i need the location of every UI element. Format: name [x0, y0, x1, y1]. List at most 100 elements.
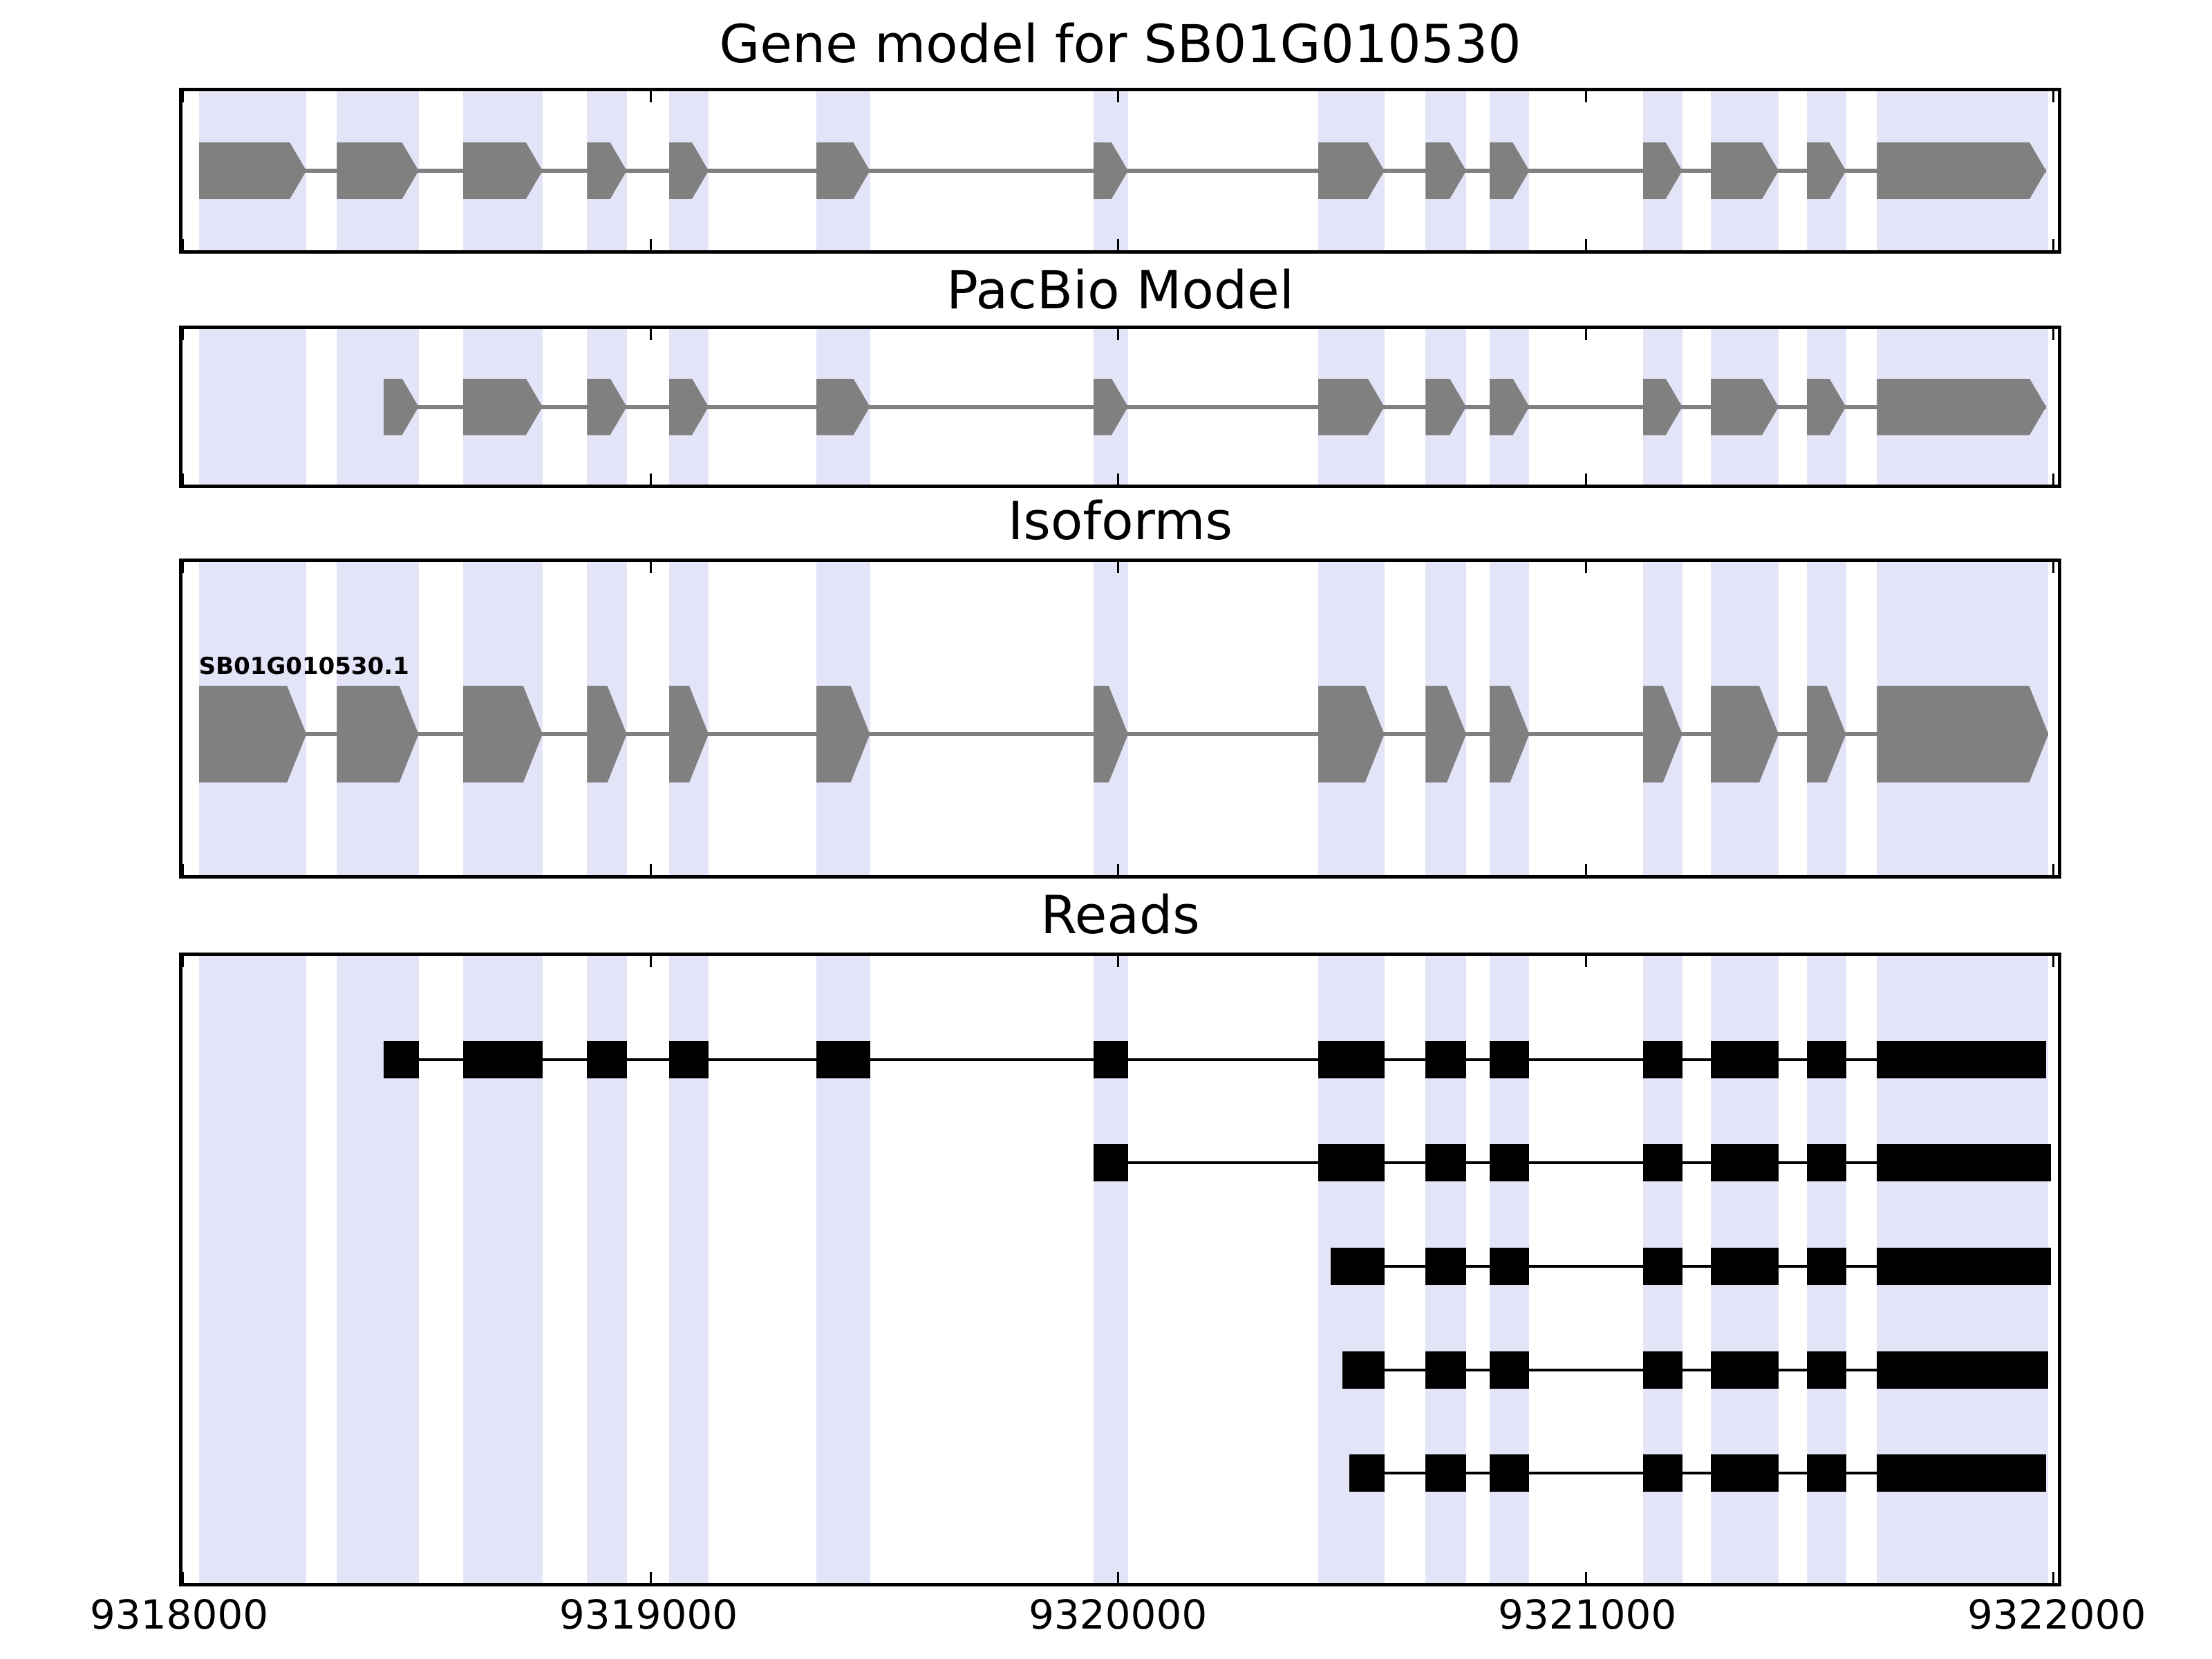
read-exon-block [1642, 1454, 1683, 1492]
exon-arrow-block [1711, 142, 1779, 199]
read-exon-block [1093, 1144, 1128, 1182]
x-tick-label: 9321000 [1498, 1591, 1677, 1638]
axis-tick [649, 239, 652, 250]
read-exon-block [1806, 1351, 1846, 1389]
panel-reads [179, 953, 2061, 1586]
intron-connector-line [1349, 1472, 2047, 1475]
exon-arrow-block [1877, 142, 2046, 199]
panel-title-reads: Reads [1040, 884, 1200, 946]
panel-gene-model [179, 88, 2061, 254]
read-exon-block [1642, 1247, 1683, 1285]
read-exon-block [1349, 1454, 1385, 1492]
axis-tick [182, 562, 184, 573]
read-exon-block [1330, 1247, 1385, 1285]
read-exon-block [1710, 1144, 1779, 1182]
axis-tick [1117, 1572, 1120, 1583]
read-exon-block [587, 1040, 627, 1078]
read-exon-block [1489, 1040, 1530, 1078]
intron-connector-line [1330, 1264, 2051, 1268]
axis-tick [1584, 562, 1587, 573]
read-exon-block [1642, 1351, 1683, 1389]
exon-arrow-block [199, 686, 307, 782]
read-exon-block [1877, 1040, 2047, 1078]
axis-tick [1117, 329, 1120, 340]
exon-highlight-band [198, 329, 307, 485]
x-tick-label: 9322000 [1967, 1591, 2146, 1638]
read-exon-block [1642, 1144, 1683, 1182]
exon-arrow-block [463, 142, 543, 199]
read-exon-block [1489, 1454, 1530, 1492]
read-exon-block [1489, 1247, 1530, 1285]
axis-tick [1584, 91, 1587, 102]
axis-tick [649, 329, 652, 340]
intron-connector-line [1342, 1368, 2049, 1371]
read-exon-block [1806, 1040, 1846, 1078]
panel-title-gene-model: Gene model for SB01G010530 [719, 13, 1521, 75]
axis-tick [649, 474, 652, 485]
axis-tick [1584, 864, 1587, 875]
x-tick-label: 9319000 [559, 1591, 738, 1638]
read-exon-block [1489, 1351, 1530, 1389]
isoform-label: SB01G010530.1 [198, 653, 409, 681]
axis-tick [1117, 562, 1120, 573]
read-exon-block [1425, 1040, 1467, 1078]
axis-tick [649, 956, 652, 967]
read-exon-block [1425, 1351, 1467, 1389]
intron-connector-line [1093, 1161, 2051, 1165]
read-exon-block [1710, 1040, 1779, 1078]
axis-tick [649, 562, 652, 573]
read-exon-block [1642, 1040, 1683, 1078]
exon-highlight-band [198, 956, 307, 1583]
intron-connector-line [383, 404, 2047, 409]
read-exon-block [1877, 1144, 2051, 1182]
axis-tick [2052, 956, 2055, 967]
exon-arrow-block [463, 379, 543, 435]
read-exon-block [1093, 1040, 1128, 1078]
exon-arrow-block [1877, 379, 2046, 435]
axis-tick [1117, 474, 1120, 485]
axis-tick [649, 91, 652, 102]
axis-tick [182, 864, 184, 875]
x-tick-label: 9320000 [1028, 1591, 1208, 1638]
x-axis: 9318000 9319000 9320000 9321000 9322000 [90, 1591, 2146, 1640]
axis-tick [182, 329, 184, 340]
panel-title-pacbio-model: PacBio Model [946, 259, 1294, 321]
axis-tick [1117, 956, 1120, 967]
axis-tick [649, 1572, 652, 1583]
read-exon-block [1877, 1351, 2049, 1389]
axis-tick [1584, 239, 1587, 250]
axis-tick [182, 91, 184, 102]
read-exon-block [1489, 1144, 1530, 1182]
axis-tick [1584, 956, 1587, 967]
axis-tick [649, 864, 652, 875]
axis-tick [1584, 329, 1587, 340]
exon-arrow-block [1318, 142, 1385, 199]
read-exon-block [1342, 1351, 1385, 1389]
panel-title-isoforms: Isoforms [1007, 490, 1233, 552]
axis-tick [1584, 1572, 1587, 1583]
axis-tick [182, 1572, 184, 1583]
read-exon-block [1710, 1247, 1779, 1285]
read-exon-block [1318, 1144, 1385, 1182]
axis-tick [182, 474, 184, 485]
read-exon-block [668, 1040, 709, 1078]
panel-pacbio-model [179, 326, 2061, 488]
axis-tick [1117, 239, 1120, 250]
read-exon-block [816, 1040, 870, 1078]
read-exon-block [462, 1040, 543, 1078]
exon-arrow-block [1711, 379, 1779, 435]
axis-tick [1117, 864, 1120, 875]
axis-tick [2052, 562, 2055, 573]
read-exon-block [1806, 1454, 1846, 1492]
read-exon-block [1806, 1247, 1846, 1285]
read-exon-block [1425, 1454, 1467, 1492]
read-exon-block [1425, 1247, 1467, 1285]
axis-tick [1117, 91, 1120, 102]
read-exon-block [1877, 1247, 2051, 1285]
axis-tick [2052, 239, 2055, 250]
exon-arrow-block [337, 686, 418, 782]
read-exon-block [383, 1040, 419, 1078]
exon-arrow-block [337, 142, 418, 199]
read-exon-block [1425, 1144, 1467, 1182]
